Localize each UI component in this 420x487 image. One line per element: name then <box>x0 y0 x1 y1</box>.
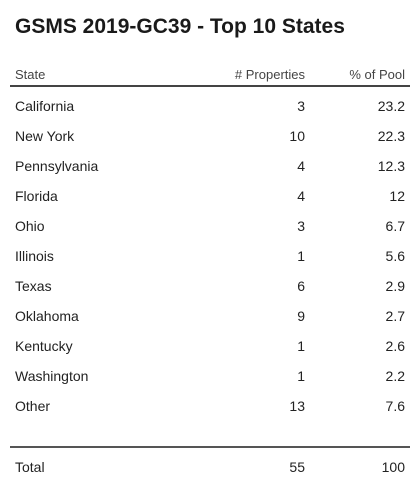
state-cell: Illinois <box>15 248 54 264</box>
table-row: Illinois 1 5.6 <box>0 241 420 271</box>
state-cell: Ohio <box>15 218 45 234</box>
table-row: California 3 23.2 <box>0 91 420 121</box>
state-cell: Oklahoma <box>15 308 79 324</box>
table-row: Texas 6 2.9 <box>0 271 420 301</box>
pool-cell: 6.7 <box>385 218 405 234</box>
states-table-body: California 3 23.2 New York 10 22.3 Penns… <box>0 91 420 421</box>
properties-cell: 1 <box>297 248 305 264</box>
table-row: Florida 4 12 <box>0 181 420 211</box>
total-pool: 100 <box>381 459 405 475</box>
table-row: New York 10 22.3 <box>0 121 420 151</box>
properties-cell: 6 <box>297 278 305 294</box>
state-cell: Florida <box>15 188 58 204</box>
state-cell: New York <box>15 128 75 144</box>
total-properties: 55 <box>289 459 305 475</box>
table-row: Pennsylvania 4 12.3 <box>0 151 420 181</box>
state-cell: Texas <box>15 278 52 294</box>
pool-cell: 2.6 <box>385 338 405 354</box>
pool-cell: 23.2 <box>377 98 405 114</box>
properties-cell: 1 <box>297 338 305 354</box>
total-divider <box>10 446 410 448</box>
pool-cell: 12.3 <box>377 158 405 174</box>
properties-cell: 1 <box>297 368 305 384</box>
table-row: Ohio 3 6.7 <box>0 211 420 241</box>
state-cell: Pennsylvania <box>15 158 99 174</box>
table-row: Kentucky 1 2.6 <box>0 331 420 361</box>
properties-cell: 13 <box>289 398 305 414</box>
pool-cell: 2.7 <box>385 308 405 324</box>
state-cell: Washington <box>15 368 89 384</box>
properties-cell: 4 <box>297 158 305 174</box>
table-row: Washington 1 2.2 <box>0 361 420 391</box>
header-divider <box>10 85 410 87</box>
pool-cell: 22.3 <box>377 128 405 144</box>
column-header-state: State <box>15 67 46 82</box>
pool-cell: 12 <box>389 188 405 204</box>
properties-cell: 3 <box>297 98 305 114</box>
table-row: Other 13 7.6 <box>0 391 420 421</box>
page-title: GSMS 2019-GC39 - Top 10 States <box>15 15 345 38</box>
state-cell: Kentucky <box>15 338 73 354</box>
properties-cell: 4 <box>297 188 305 204</box>
properties-cell: 9 <box>297 308 305 324</box>
pool-cell: 5.6 <box>385 248 405 264</box>
properties-cell: 3 <box>297 218 305 234</box>
state-cell: Other <box>15 398 51 414</box>
column-header-properties: # Properties <box>234 67 305 82</box>
pool-cell: 2.9 <box>385 278 405 294</box>
column-header-pool: % of Pool <box>349 67 405 82</box>
total-row: Total 55 100 <box>0 452 420 482</box>
table-row: Oklahoma 9 2.7 <box>0 301 420 331</box>
pool-cell: 7.6 <box>385 398 405 414</box>
properties-cell: 10 <box>289 128 305 144</box>
pool-cell: 2.2 <box>385 368 405 384</box>
state-cell: California <box>15 98 75 114</box>
total-label: Total <box>15 459 45 475</box>
